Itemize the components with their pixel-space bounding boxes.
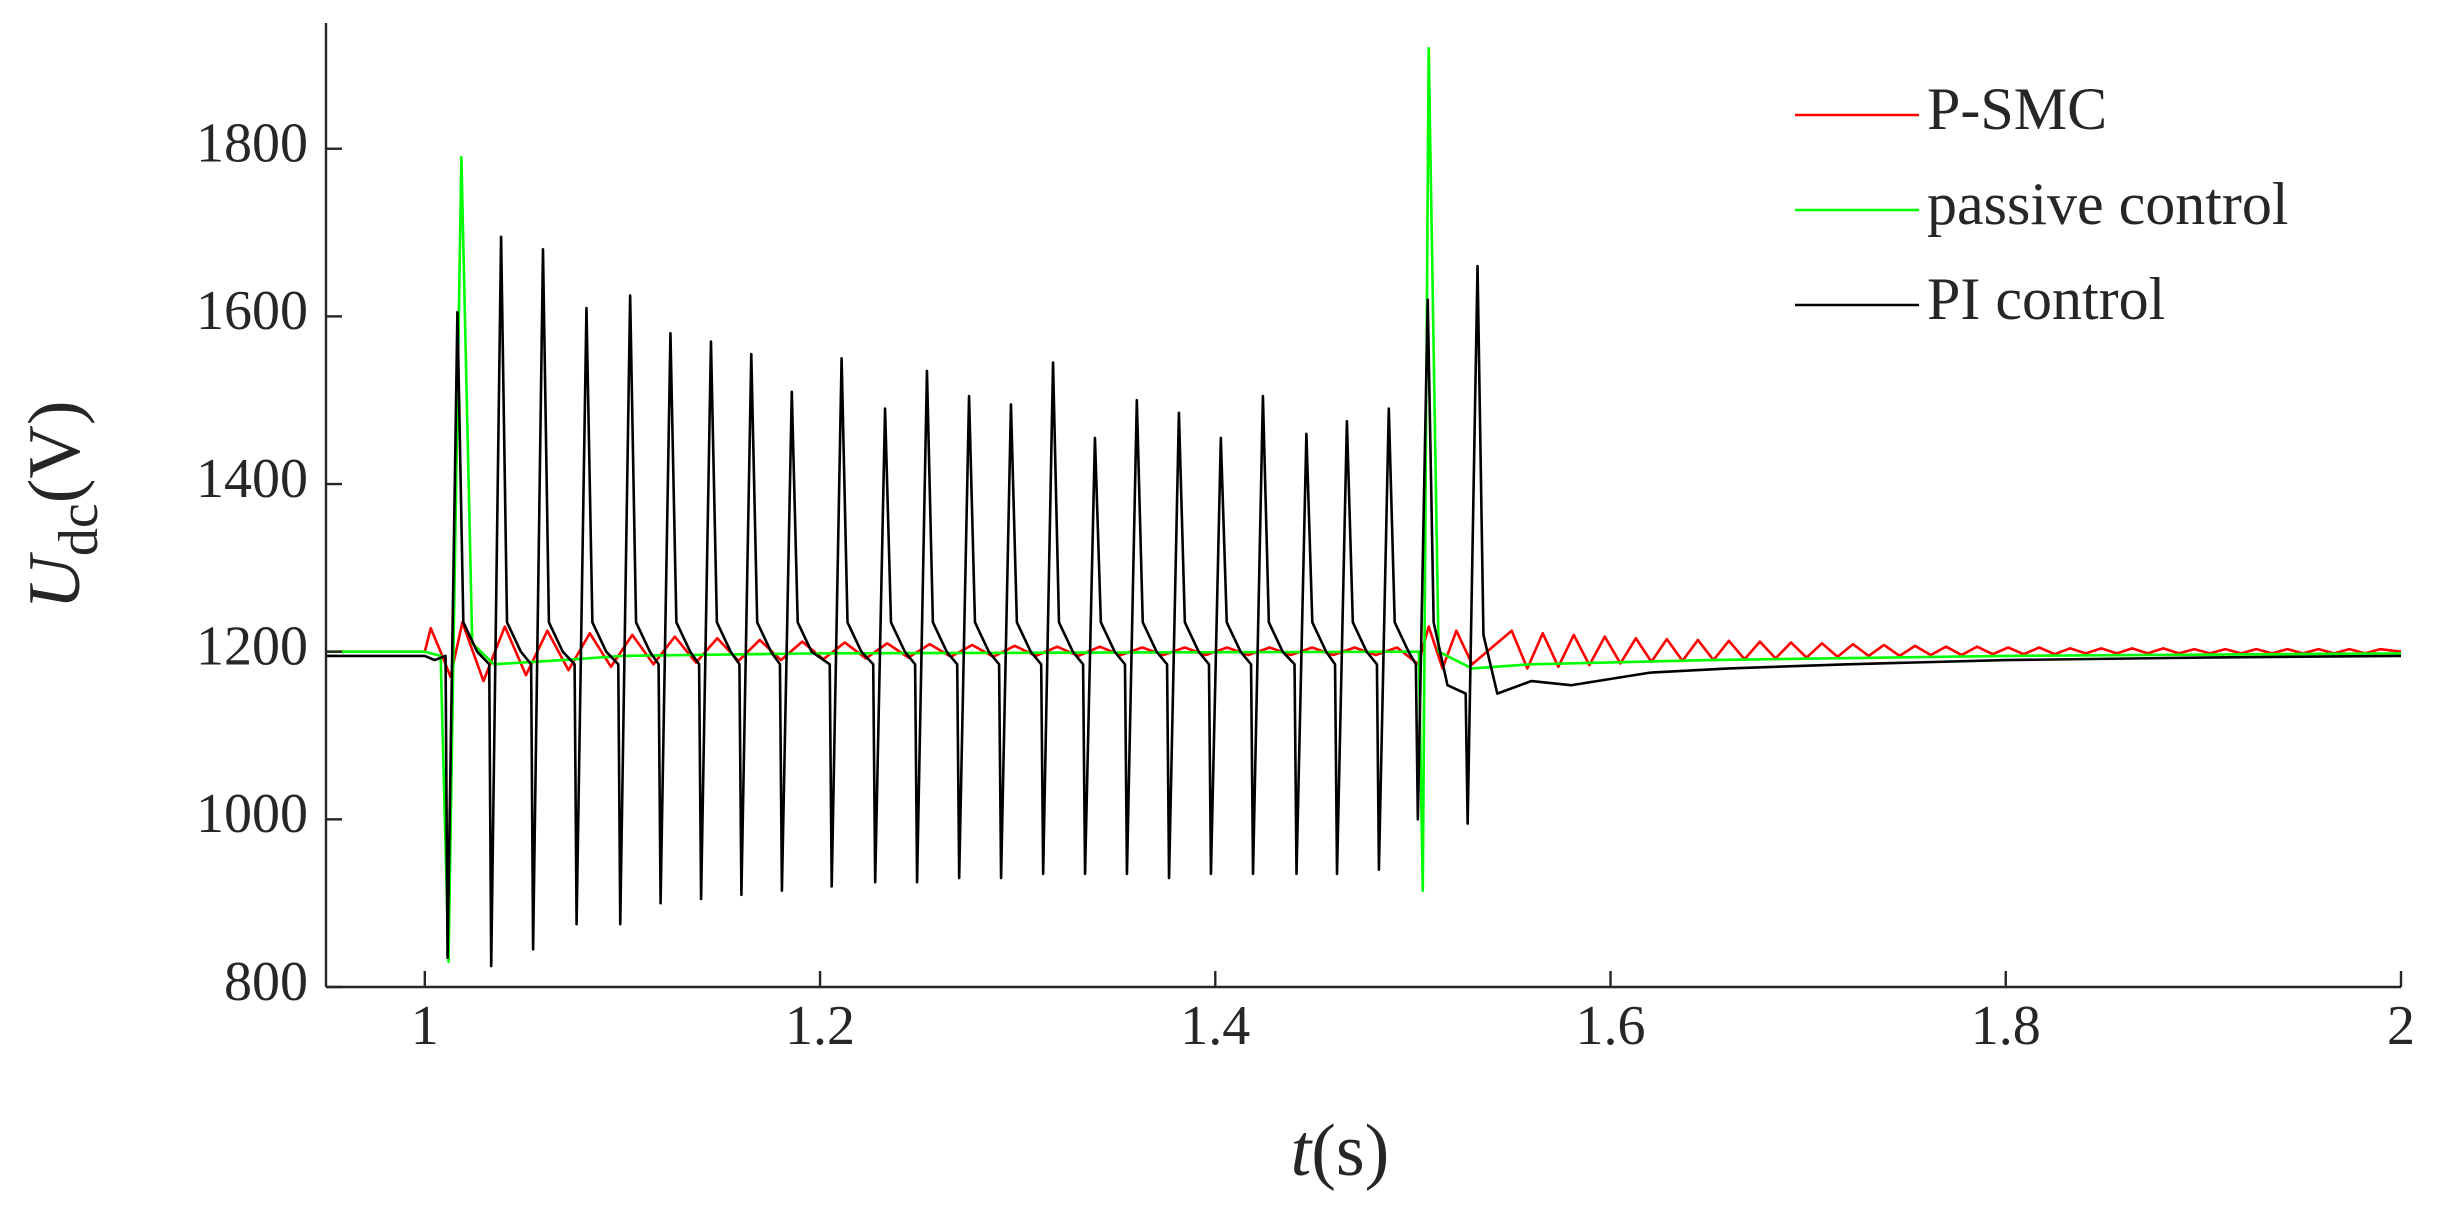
legend-label: PI control <box>1927 266 2165 332</box>
x-tick-label: 1.6 <box>1576 995 1646 1057</box>
y-axis-unit: (V) <box>14 400 96 503</box>
y-tick-label: 1200 <box>196 616 308 678</box>
x-tick-label: 1.4 <box>1180 995 1250 1057</box>
x-axis-symbol: t <box>1291 1110 1314 1192</box>
y-tick-label: 800 <box>224 951 308 1013</box>
legend-label: P-SMC <box>1927 76 2107 142</box>
x-tick-label: 1.2 <box>785 995 855 1057</box>
series-line <box>326 235 2402 968</box>
y-tick-label: 1800 <box>196 113 308 175</box>
x-tick-label: 1 <box>411 995 439 1057</box>
y-tick-label: 1400 <box>196 448 308 510</box>
x-axis-title: t(s) <box>1291 1110 1390 1192</box>
x-tick-label: 1.8 <box>1971 995 2041 1057</box>
x-tick-label: 2 <box>2387 995 2415 1057</box>
y-tick-label: 1000 <box>196 783 308 845</box>
plot-area <box>326 46 2402 968</box>
y-axis-symbol: U <box>14 552 96 610</box>
legend: P-SMC passive control PI control <box>1795 76 2289 332</box>
y-axis-title: Udc(V) <box>14 400 110 609</box>
y-tick-label: 1600 <box>196 280 308 342</box>
y-axis-subscript: dc <box>48 503 110 556</box>
x-axis-unit: (s) <box>1311 1110 1389 1192</box>
series-line <box>326 46 2402 964</box>
legend-label: passive control <box>1927 171 2289 237</box>
series-line <box>326 621 2402 683</box>
